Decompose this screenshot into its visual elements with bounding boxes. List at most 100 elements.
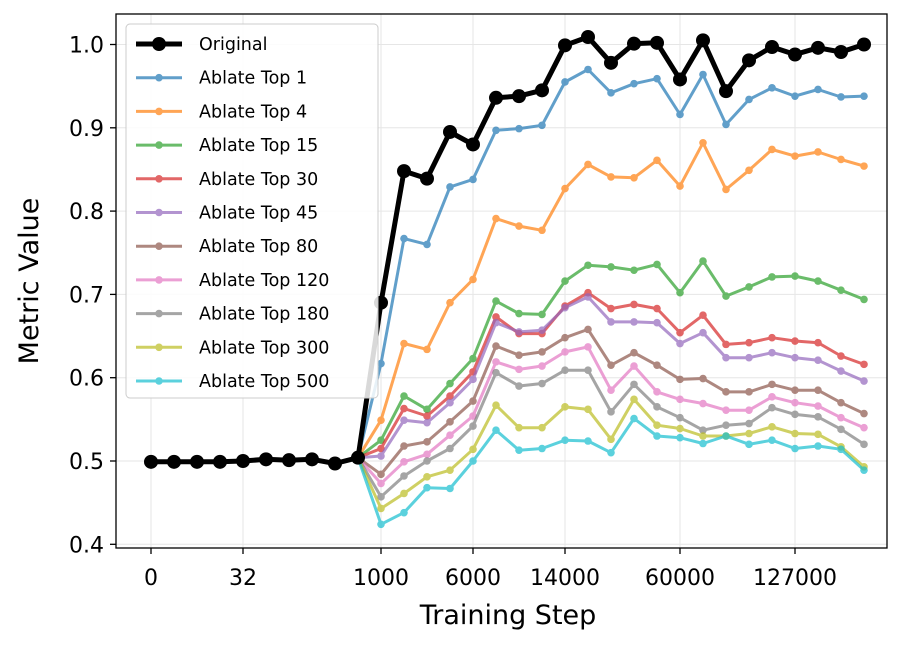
data-point bbox=[814, 338, 822, 347]
data-point bbox=[768, 393, 776, 401]
data-point bbox=[538, 362, 546, 370]
legend-swatch-marker bbox=[155, 73, 163, 82]
data-point bbox=[676, 182, 684, 190]
data-point bbox=[860, 423, 868, 432]
data-point bbox=[515, 328, 523, 336]
legend-item bbox=[136, 208, 182, 217]
legend-item bbox=[136, 141, 182, 149]
data-point bbox=[190, 454, 204, 469]
data-point bbox=[328, 456, 342, 471]
y-tick-label: 0.5 bbox=[69, 450, 104, 475]
data-point bbox=[745, 353, 753, 362]
data-point bbox=[722, 432, 730, 440]
data-point bbox=[538, 326, 546, 335]
data-point bbox=[742, 53, 756, 68]
data-point bbox=[377, 359, 385, 368]
data-point bbox=[791, 337, 799, 345]
data-point bbox=[630, 266, 638, 275]
data-point bbox=[400, 472, 408, 480]
data-point bbox=[768, 380, 776, 389]
legend-label: Ablate Top 30 bbox=[199, 170, 318, 190]
data-point bbox=[607, 386, 615, 394]
data-point bbox=[604, 55, 618, 70]
legend-label: Ablate Top 300 bbox=[199, 338, 329, 358]
data-point bbox=[446, 418, 454, 426]
data-point bbox=[722, 406, 730, 414]
series-ablate-top-300 bbox=[147, 395, 868, 513]
data-point bbox=[538, 423, 546, 432]
data-point bbox=[630, 362, 638, 370]
data-point bbox=[423, 438, 431, 446]
data-point bbox=[857, 37, 871, 52]
data-point bbox=[745, 338, 753, 347]
data-point bbox=[788, 47, 802, 62]
data-point bbox=[377, 479, 385, 488]
data-point bbox=[607, 361, 615, 370]
data-point bbox=[722, 340, 730, 349]
data-point bbox=[561, 348, 569, 356]
data-point bbox=[492, 318, 500, 327]
data-point bbox=[837, 352, 845, 360]
data-point bbox=[446, 431, 454, 439]
data-point bbox=[814, 386, 822, 394]
data-point bbox=[699, 138, 707, 147]
data-point bbox=[469, 422, 477, 430]
data-point bbox=[745, 95, 753, 104]
data-point bbox=[561, 78, 569, 86]
data-point bbox=[423, 345, 431, 354]
x-axis-title: Training Step bbox=[419, 600, 597, 631]
data-point bbox=[699, 374, 707, 383]
data-point bbox=[627, 36, 641, 51]
data-point bbox=[584, 405, 592, 414]
data-point bbox=[722, 388, 730, 396]
data-point bbox=[814, 442, 822, 450]
data-point bbox=[860, 466, 868, 474]
legend-label: Ablate Top 80 bbox=[199, 237, 318, 257]
data-point bbox=[676, 424, 684, 433]
data-point bbox=[420, 171, 434, 186]
legend-item bbox=[136, 37, 182, 51]
data-point bbox=[561, 436, 569, 444]
legend-label: Ablate Top 4 bbox=[199, 102, 307, 122]
data-point bbox=[745, 429, 753, 438]
legend-item bbox=[136, 343, 182, 352]
data-point bbox=[699, 311, 707, 320]
data-point bbox=[469, 445, 477, 454]
data-point bbox=[446, 398, 454, 407]
data-point bbox=[469, 275, 477, 284]
data-point bbox=[837, 367, 845, 375]
data-point bbox=[811, 40, 825, 55]
data-point bbox=[377, 452, 385, 460]
data-point bbox=[791, 272, 799, 280]
data-point bbox=[745, 406, 753, 414]
data-point bbox=[584, 65, 592, 74]
y-axis-title: Metric Value bbox=[14, 198, 45, 365]
data-point bbox=[630, 348, 638, 357]
data-point bbox=[791, 410, 799, 419]
legend-swatch-marker bbox=[155, 276, 163, 284]
data-point bbox=[860, 377, 868, 385]
data-point bbox=[167, 454, 181, 469]
data-point bbox=[492, 368, 500, 377]
data-point bbox=[558, 38, 572, 53]
data-point bbox=[676, 375, 684, 384]
data-point bbox=[722, 185, 730, 194]
data-point bbox=[650, 35, 664, 50]
data-point bbox=[653, 403, 661, 411]
legend-label: Ablate Top 120 bbox=[199, 271, 329, 291]
data-point bbox=[699, 328, 707, 337]
legend-swatch-marker bbox=[155, 343, 163, 352]
data-point bbox=[676, 110, 684, 119]
data-point bbox=[561, 303, 569, 312]
data-point bbox=[814, 277, 822, 285]
legend-item bbox=[136, 309, 182, 318]
data-point bbox=[515, 124, 523, 133]
data-point bbox=[400, 489, 408, 498]
data-point bbox=[561, 366, 569, 375]
data-point bbox=[745, 388, 753, 396]
data-point bbox=[377, 470, 385, 479]
data-point bbox=[584, 261, 592, 270]
data-point bbox=[259, 452, 273, 467]
data-point bbox=[423, 418, 431, 427]
